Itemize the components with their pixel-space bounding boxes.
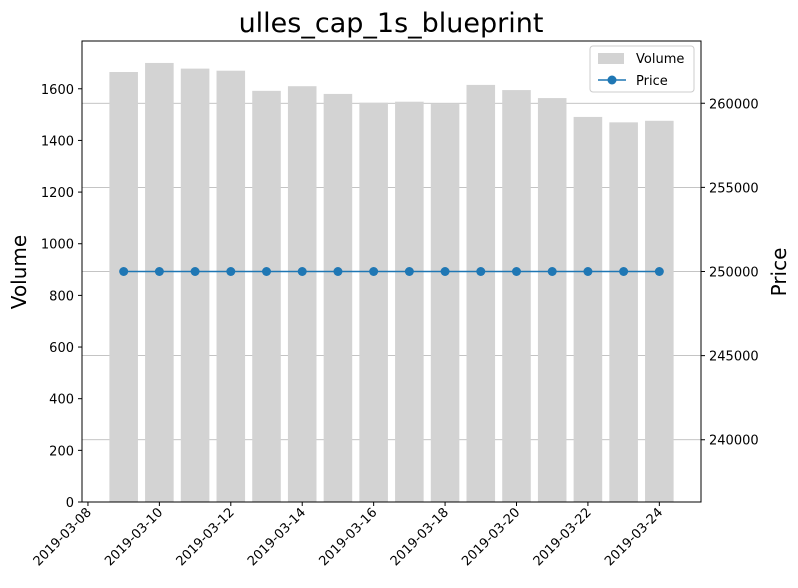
x-tick-label: 2019-03-18 (388, 505, 452, 569)
volume-bar (252, 90, 281, 502)
x-tick-label: 2019-03-10 (102, 505, 166, 569)
price-point (547, 267, 557, 276)
x-tick-label: 2019-03-14 (245, 505, 309, 569)
legend-volume-label: Volume (636, 52, 684, 67)
volume-bar (287, 86, 317, 502)
x-tick-label: 2019-03-12 (174, 505, 238, 569)
y-right-tick-label: 245000 (709, 350, 759, 365)
y-left-tick-label: 0 (66, 496, 74, 511)
y-left-tick-label: 800 (49, 289, 74, 304)
legend: Volume Price (589, 45, 695, 93)
price-point (333, 267, 343, 276)
x-tick-label: 2019-03-20 (459, 505, 523, 569)
price-point (583, 267, 593, 276)
price-point (619, 267, 629, 276)
price-point (476, 267, 486, 276)
price-point (226, 267, 236, 276)
price-line-layer (119, 267, 664, 276)
legend-volume-swatch (598, 53, 624, 64)
price-point (154, 267, 164, 276)
volume-bar (359, 102, 388, 503)
price-point (262, 267, 272, 276)
volume-bar (609, 122, 638, 503)
y-left-tick-label: 400 (49, 393, 74, 408)
price-point (511, 267, 521, 276)
price-point (440, 267, 450, 276)
y-left-tick-label: 1600 (41, 83, 74, 98)
volume-bar (216, 70, 246, 502)
y-right-tick-label: 250000 (709, 266, 759, 281)
x-tick-label: 2019-03-24 (602, 505, 666, 569)
y-axis-right-title: Price (767, 248, 791, 297)
x-tick-label: 2019-03-16 (316, 505, 380, 569)
x-tick-label: 2019-03-22 (531, 505, 595, 569)
y-right-tick-label: 255000 (709, 181, 759, 196)
price-point (190, 267, 200, 276)
x-axis: 2019-03-08 2019-03-10 2019-03-12 2019-03-14… (31, 502, 666, 569)
volume-bar (395, 101, 424, 502)
volume-bar (180, 68, 210, 503)
legend-price-label: Price (636, 74, 668, 89)
volume-bar (145, 62, 174, 502)
price-point (404, 267, 414, 276)
volume-bar (109, 71, 138, 502)
volume-bars (109, 62, 674, 503)
y-left-tick-label: 200 (49, 444, 74, 459)
y-right-tick-label: 260000 (709, 97, 759, 112)
y-axis-right: 240000 245000 250000 255000 260000 (701, 97, 759, 449)
volume-bar (323, 93, 353, 503)
volume-bar (466, 84, 496, 503)
legend-price-marker (607, 75, 617, 85)
y-left-tick-label: 1400 (41, 134, 74, 149)
price-point (369, 267, 379, 276)
price-point (297, 267, 307, 276)
x-tick-label: 2019-03-08 (31, 505, 95, 569)
y-right-tick-label: 240000 (709, 434, 759, 449)
price-point (654, 267, 664, 276)
volume-bar (645, 120, 674, 503)
price-point (119, 267, 129, 276)
y-axis-left: 0 200 400 600 800 1000 1200 1400 1600 (41, 83, 82, 511)
volume-bar (430, 104, 460, 503)
volume-bar (537, 98, 567, 503)
y-axis-left-title: Volume (7, 235, 31, 309)
y-left-tick-label: 1000 (41, 238, 74, 253)
volume-bar (502, 90, 531, 502)
y-left-tick-label: 600 (49, 341, 74, 356)
chart-title: ulles_cap_1s_blueprint (239, 8, 544, 39)
y-left-tick-label: 1200 (41, 186, 74, 201)
volume-bar (573, 116, 603, 502)
